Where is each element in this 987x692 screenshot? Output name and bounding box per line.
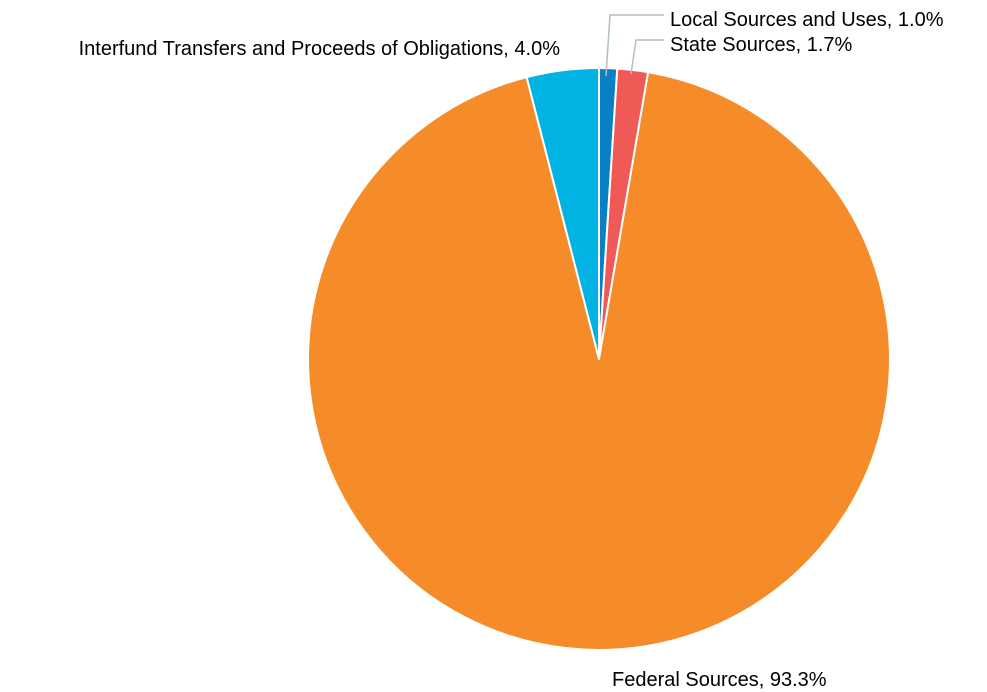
slice-label-local-sources-and-uses: Local Sources and Uses, 1.0% [670,9,944,31]
leader-line-state-sources [630,39,664,75]
leader-line-local-sources-and-uses [605,14,664,77]
pie-slice-interfund-transfers-and-proceeds-of-obligations [525,67,600,360]
slice-labels: Local Sources and Uses, 1.0% State Source… [79,9,944,691]
slice-label-state-sources: State Sources, 1.7% [670,34,853,56]
leader-lines [605,14,664,77]
slice-label-federal-sources: Federal Sources, 93.3% [612,669,827,691]
pie-slices [307,66,891,651]
slice-label-interfund-transfers-and-proceeds-of-obligations: Interfund Transfers and Proceeds of Obli… [79,38,561,60]
pie-slice-federal-sources [307,71,891,651]
